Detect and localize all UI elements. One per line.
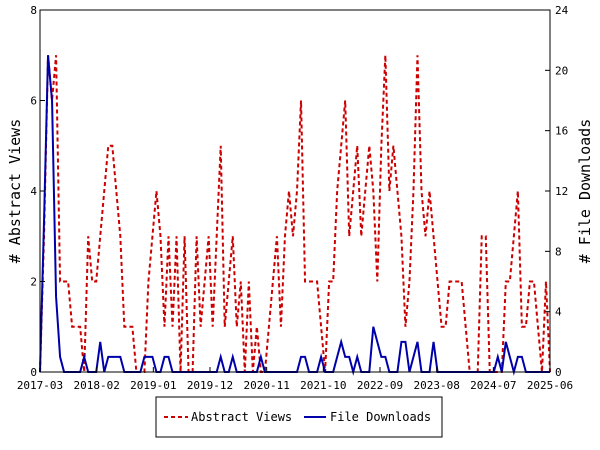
left-tick-label: 4 (30, 185, 37, 198)
series-layer (39, 55, 551, 376)
x-tick-label: 2023-08 (413, 379, 459, 392)
right-tick-label: 0 (555, 366, 562, 379)
x-tick-label: 2024-07 (470, 379, 516, 392)
left-tick-label: 2 (30, 276, 37, 289)
x-tick-label: 2019-01 (130, 379, 176, 392)
x-tick-label: 2019-12 (187, 379, 233, 392)
series-line-abstract-views (39, 55, 551, 373)
right-axis-title: # File Downloads (576, 119, 594, 264)
x-tick-label: 2025-06 (527, 379, 573, 392)
right-tick-label: 4 (555, 306, 562, 319)
right-tick-label: 16 (555, 125, 568, 138)
right-tick-label: 12 (555, 185, 568, 198)
x-tick-label: 2020-11 (243, 379, 289, 392)
left-tick-label: 0 (30, 366, 37, 379)
x-tick-label: 2022-09 (357, 379, 403, 392)
legend-box (155, 396, 443, 438)
left-tick-label: 6 (30, 95, 37, 108)
x-tick-label: 2018-02 (73, 379, 119, 392)
legend: Abstract Views File Downloads (155, 396, 443, 438)
right-tick-label: 8 (555, 245, 562, 258)
left-axis-title: # Abstract Views (6, 119, 24, 264)
plot-area-frame (39, 9, 551, 373)
left-tick-label: 8 (30, 4, 37, 17)
legend-label-file-downloads: File Downloads (330, 410, 431, 424)
legend-label-abstract-views: Abstract Views (191, 410, 292, 424)
right-tick-label: 24 (555, 4, 569, 17)
right-tick-label: 20 (555, 64, 568, 77)
x-tick-label: 2017-03 (17, 379, 63, 392)
x-tick-label: 2021-10 (300, 379, 346, 392)
